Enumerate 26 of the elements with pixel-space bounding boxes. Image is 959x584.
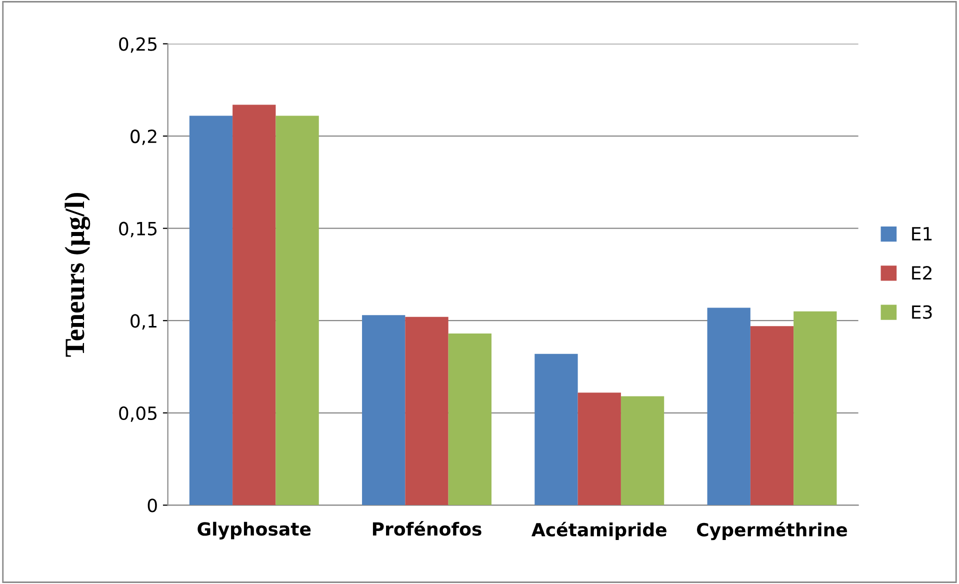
x-tick-label: Acétamipride [531, 522, 666, 540]
bar [794, 311, 837, 506]
legend-label: E1 [912, 227, 932, 240]
bar [189, 116, 233, 506]
bar [620, 396, 664, 506]
x-tick-label: Glyphosate [198, 522, 311, 540]
y-tick-label: 0 [148, 498, 157, 512]
y-tick-label: 0,05 [119, 406, 157, 422]
y-tick-label: 0,2 [130, 130, 156, 146]
bar [448, 334, 492, 506]
x-tick-label: Cyperméthrine [696, 522, 848, 540]
bar [276, 116, 319, 506]
y-axis-title: Teneurs (µg/l) [64, 192, 90, 357]
bar [362, 315, 406, 506]
legend-label: E2 [912, 266, 932, 280]
bar [750, 326, 794, 506]
bar [232, 104, 276, 506]
bar [707, 308, 750, 506]
bar [534, 354, 578, 506]
y-tick-label: 0,15 [119, 222, 157, 238]
bar [578, 392, 621, 506]
bar [405, 316, 448, 506]
y-tick-label: 0,25 [119, 37, 157, 53]
y-tick-label: 0,1 [130, 314, 156, 330]
x-tick-label: Profénofos [372, 521, 482, 536]
legend-label: E3 [912, 305, 932, 319]
